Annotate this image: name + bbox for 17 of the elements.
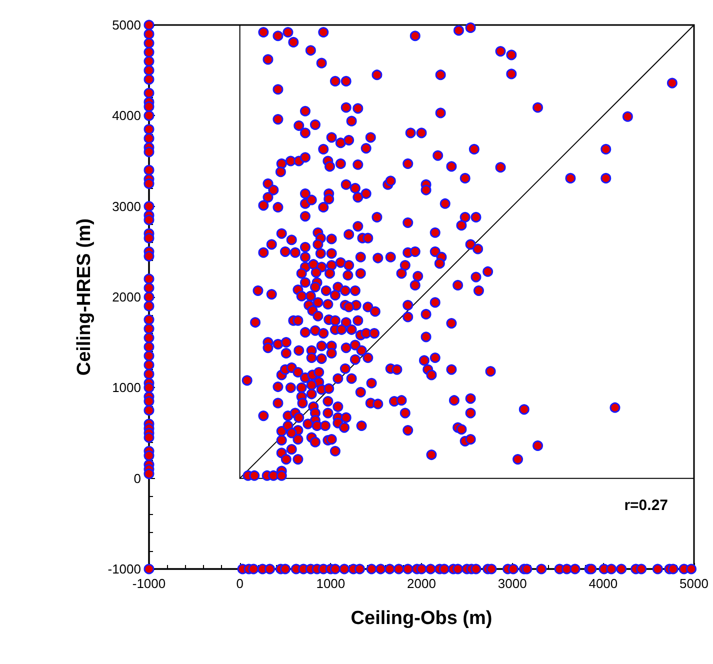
x-tick-label: 5000 — [680, 576, 708, 591]
x-tick-label: 3000 — [498, 576, 527, 591]
y-tick-label: 3000 — [112, 198, 141, 214]
x-axis-title: Ceiling-Obs (m) — [350, 608, 492, 629]
x-tick-label: 4000 — [588, 576, 618, 591]
x-tick-label: 1000 — [316, 576, 346, 591]
x-tick-label: 0 — [236, 576, 244, 591]
x-tick-label: 2000 — [407, 576, 436, 591]
y-tick-label: -1000 — [108, 562, 141, 576]
y-tick-label: 0 — [134, 470, 141, 486]
y-axis-title: Ceiling-HRES (m) — [74, 218, 95, 376]
annotation: r=0.27 — [624, 497, 668, 514]
x-tick-label: -1000 — [132, 576, 166, 591]
y-tick-label: 1000 — [112, 380, 141, 396]
y-tick-label: 2000 — [112, 290, 141, 304]
y-tick-label: 5000 — [112, 18, 141, 32]
y-tick-label: 4000 — [112, 108, 141, 124]
